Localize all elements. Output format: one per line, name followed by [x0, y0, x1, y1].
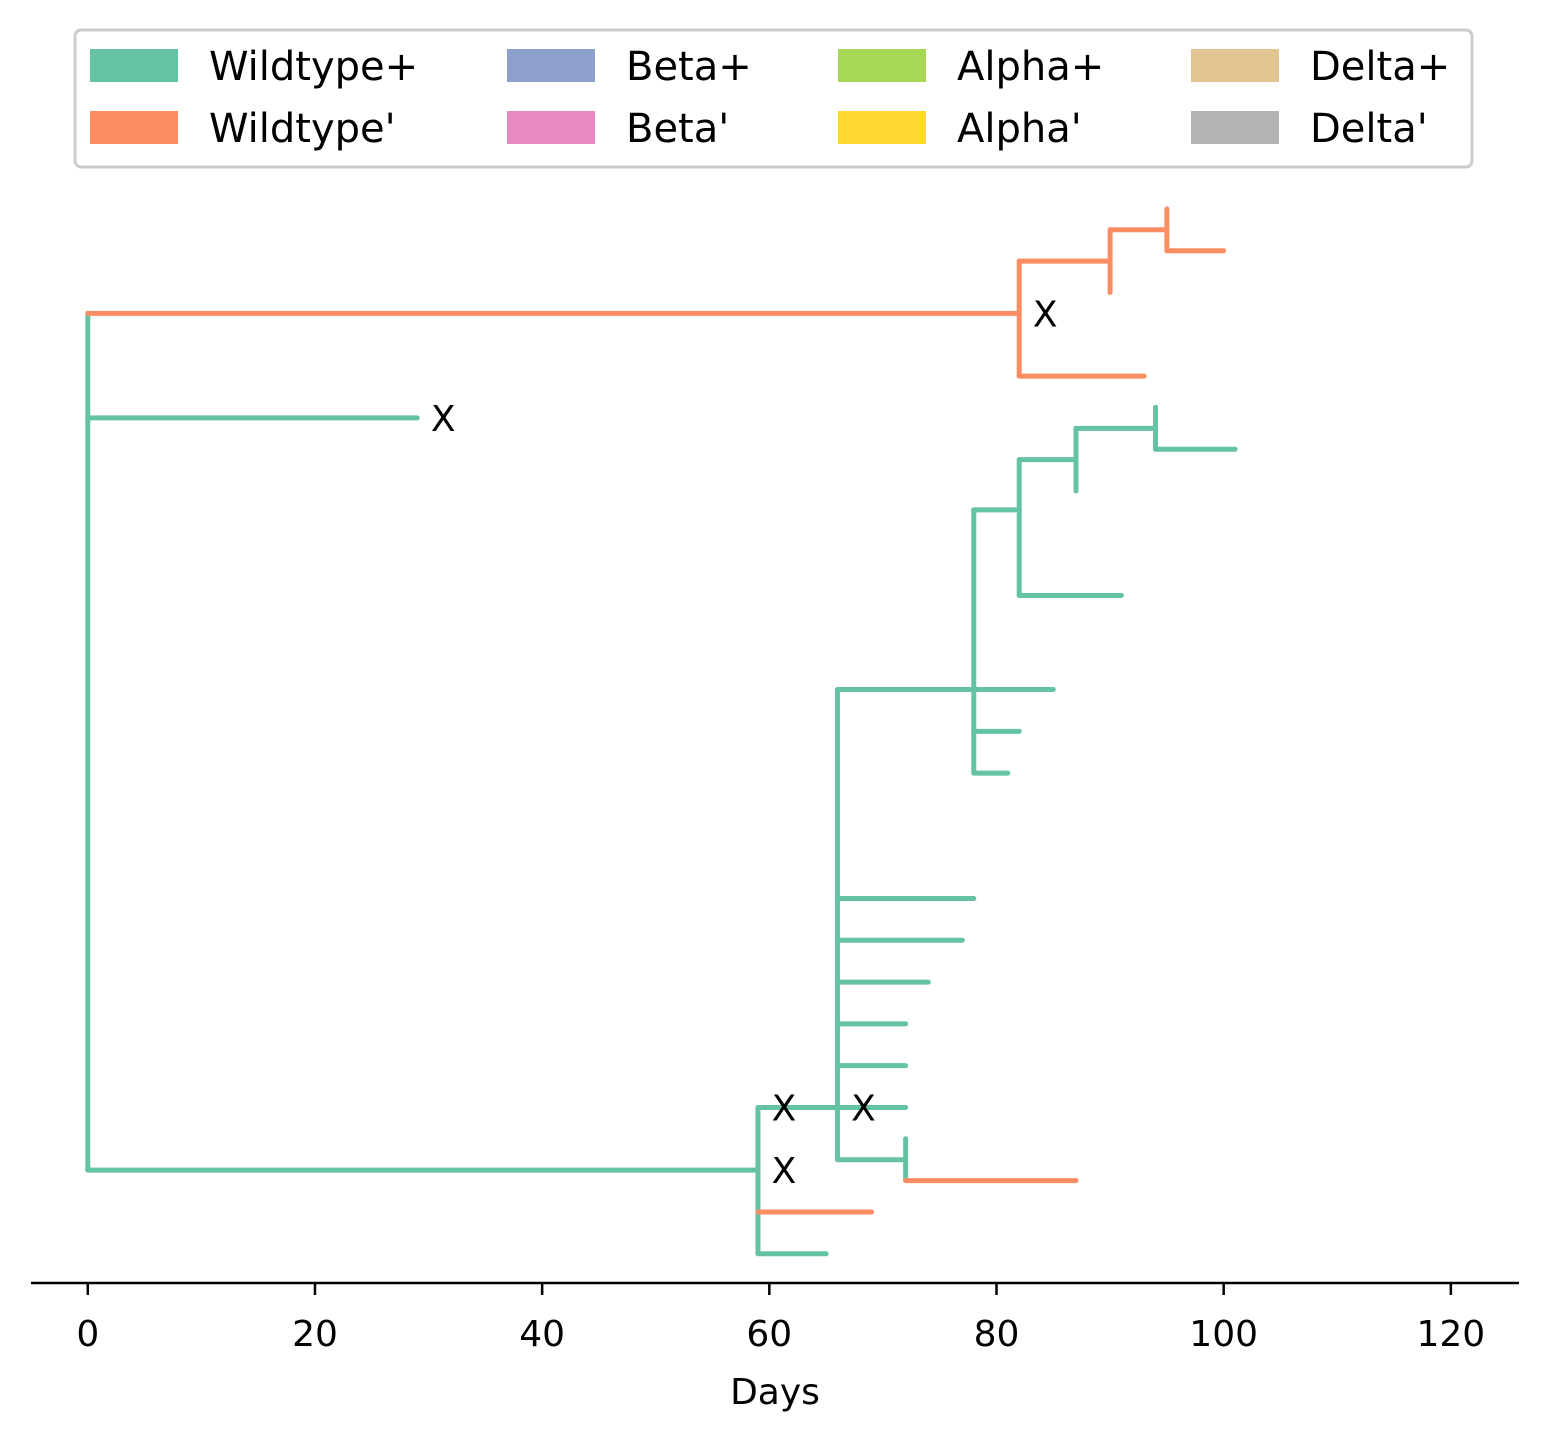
legend-swatch: [838, 111, 926, 144]
annotation-marker: X: [851, 1088, 876, 1129]
legend-label: Wildtype+: [209, 44, 418, 90]
legend-swatch: [1191, 111, 1279, 144]
annotation-marker: X: [1033, 294, 1058, 335]
x-axis: Days 0 20 40 60 80 100 120: [31, 1281, 1519, 1413]
legend-label: Delta+: [1310, 44, 1450, 90]
x-tick-label: 120: [1416, 1314, 1485, 1355]
x-tick-label: 60: [746, 1314, 792, 1355]
legend-swatch: [507, 49, 595, 82]
legend-swatch: [838, 49, 926, 82]
legend-label: Beta': [626, 106, 729, 152]
legend-swatch: [90, 49, 178, 82]
x-tick-label: 40: [519, 1314, 565, 1355]
legend-label: Delta': [1310, 106, 1428, 152]
x-tick-label: 20: [292, 1314, 338, 1355]
annotation-marker: X: [772, 1151, 797, 1192]
legend-frame: [73, 28, 1474, 169]
annotation-marker: X: [431, 399, 456, 440]
annotation-marker: X: [772, 1088, 797, 1129]
x-axis-label: Days: [730, 1372, 820, 1413]
legend-label: Alpha': [957, 106, 1082, 152]
legend-label: Beta+: [626, 44, 752, 90]
legend-label: Wildtype': [209, 106, 396, 152]
legend-swatch: [90, 111, 178, 144]
legend-label: Alpha+: [957, 44, 1104, 90]
x-tick-label: 0: [76, 1314, 99, 1355]
legend: Wildtype+ Wildtype' Beta+ Beta' Alpha+ Alpha'…: [73, 28, 1474, 169]
x-tick-label: 100: [1189, 1314, 1258, 1355]
legend-swatch: [507, 111, 595, 144]
legend-swatch: [1191, 49, 1279, 82]
x-tick-label: 80: [974, 1314, 1020, 1355]
